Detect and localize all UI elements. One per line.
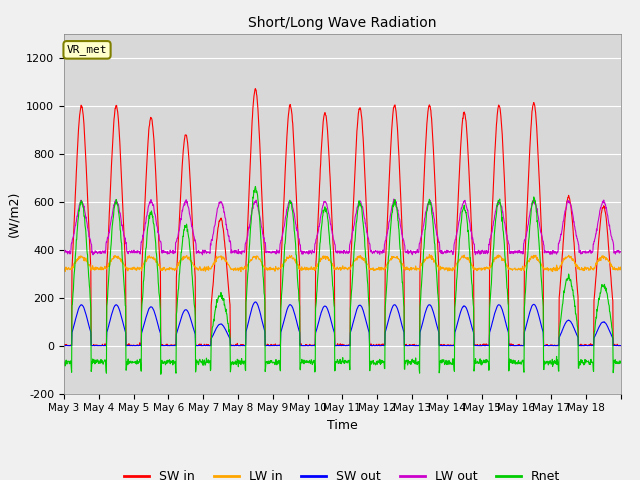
Text: VR_met: VR_met <box>67 44 108 55</box>
Legend: SW in, LW in, SW out, LW out, Rnet: SW in, LW in, SW out, LW out, Rnet <box>120 465 565 480</box>
X-axis label: Time: Time <box>327 419 358 432</box>
Title: Short/Long Wave Radiation: Short/Long Wave Radiation <box>248 16 436 30</box>
Y-axis label: (W/m2): (W/m2) <box>8 191 20 237</box>
